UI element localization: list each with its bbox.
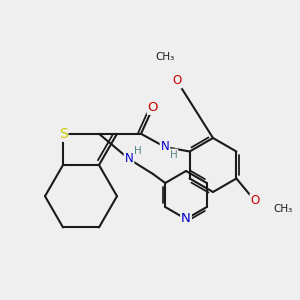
Text: N: N — [124, 152, 134, 166]
Text: O: O — [172, 74, 182, 88]
Text: CH₃: CH₃ — [273, 203, 292, 214]
Text: N: N — [160, 140, 169, 154]
Text: N: N — [181, 212, 191, 226]
Text: H: H — [134, 146, 142, 156]
Text: CH₃: CH₃ — [155, 52, 175, 61]
Text: H: H — [169, 149, 177, 160]
Text: O: O — [250, 194, 260, 208]
Text: S: S — [58, 127, 68, 141]
Text: O: O — [148, 101, 158, 114]
